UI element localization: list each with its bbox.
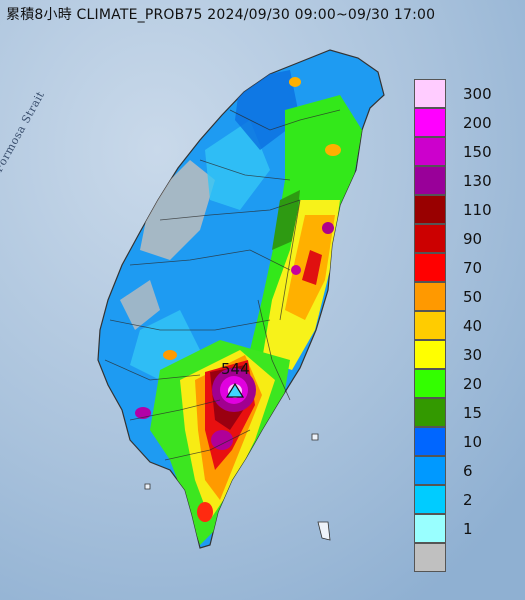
legend-label: 1 bbox=[463, 520, 473, 538]
zone-magenta bbox=[291, 265, 301, 275]
legend-entry: 50 bbox=[414, 282, 522, 311]
legend-swatch bbox=[414, 369, 446, 398]
legend-label: 2 bbox=[463, 491, 473, 509]
legend-entry: 40 bbox=[414, 311, 522, 340]
legend-entry: 110 bbox=[414, 195, 522, 224]
county-boundaries bbox=[104, 109, 341, 461]
zone-red bbox=[302, 250, 322, 285]
islet bbox=[317, 521, 331, 541]
legend-label: 150 bbox=[463, 143, 492, 161]
legend-swatch bbox=[414, 311, 446, 340]
legend-label: 50 bbox=[463, 288, 483, 306]
legend-swatch bbox=[414, 166, 446, 195]
map-title: 累積8小時 CLIMATE_PROB75 2024/09/30 09:00~09… bbox=[6, 7, 436, 23]
legend-label: 90 bbox=[463, 230, 483, 248]
legend-label: 110 bbox=[463, 201, 492, 219]
legend-swatch bbox=[414, 79, 446, 108]
legend-label: 10 bbox=[463, 433, 483, 451]
legend-swatch bbox=[414, 253, 446, 282]
islet bbox=[311, 433, 319, 441]
legend-swatch bbox=[414, 485, 446, 514]
legend-swatch bbox=[414, 137, 446, 166]
zone-orange bbox=[163, 350, 177, 360]
legend-label: 6 bbox=[463, 462, 473, 480]
legend-label: 20 bbox=[463, 375, 483, 393]
legend-entry: 2 bbox=[414, 485, 522, 514]
peak-value: 544 bbox=[221, 360, 250, 378]
legend-swatch bbox=[414, 427, 446, 456]
legend-entry: 10 bbox=[414, 427, 522, 456]
legend-swatch bbox=[414, 108, 446, 137]
legend-entry: 90 bbox=[414, 224, 522, 253]
legend-swatch bbox=[414, 543, 446, 572]
legend-swatch bbox=[414, 195, 446, 224]
zone-red bbox=[197, 502, 213, 522]
legend-label: 40 bbox=[463, 317, 483, 335]
legend-entry: 20 bbox=[414, 369, 522, 398]
legend-entry: 6 bbox=[414, 456, 522, 485]
legend-label: 200 bbox=[463, 114, 492, 132]
zone-grey bbox=[120, 280, 160, 330]
legend-label: 15 bbox=[463, 404, 483, 422]
legend-entry: 150 bbox=[414, 137, 522, 166]
legend-swatch bbox=[414, 282, 446, 311]
legend-label: 130 bbox=[463, 172, 492, 190]
zone-grey bbox=[140, 160, 215, 260]
legend-label: 300 bbox=[463, 85, 492, 103]
legend-entry: 70 bbox=[414, 253, 522, 282]
legend-label: 30 bbox=[463, 346, 483, 364]
legend-entry: 1 bbox=[414, 514, 522, 543]
zone-blue bbox=[235, 70, 300, 150]
legend-swatch bbox=[414, 456, 446, 485]
legend-swatch bbox=[414, 514, 446, 543]
legend-entry: 130 bbox=[414, 166, 522, 195]
zone-magenta bbox=[135, 407, 151, 419]
legend-swatch bbox=[414, 224, 446, 253]
legend-entry: 30 bbox=[414, 340, 522, 369]
legend-swatch bbox=[414, 398, 446, 427]
zone-purple bbox=[211, 430, 233, 450]
legend-entry: 200 bbox=[414, 108, 522, 137]
zone-magenta bbox=[322, 222, 334, 234]
legend-entry bbox=[414, 543, 522, 572]
taiwan-island bbox=[97, 49, 385, 549]
legend-entry: 300 bbox=[414, 79, 522, 108]
peak-marker-icon bbox=[225, 382, 245, 398]
legend-label: 70 bbox=[463, 259, 483, 277]
zone-orange bbox=[325, 144, 341, 156]
zone-orange bbox=[289, 77, 301, 87]
rainfall-legend: 300 200 150 130 110 90 70 50 40 30 20 15 10 6 2 1 bbox=[414, 79, 522, 572]
islet bbox=[144, 483, 151, 490]
legend-entry: 15 bbox=[414, 398, 522, 427]
legend-swatch bbox=[414, 340, 446, 369]
